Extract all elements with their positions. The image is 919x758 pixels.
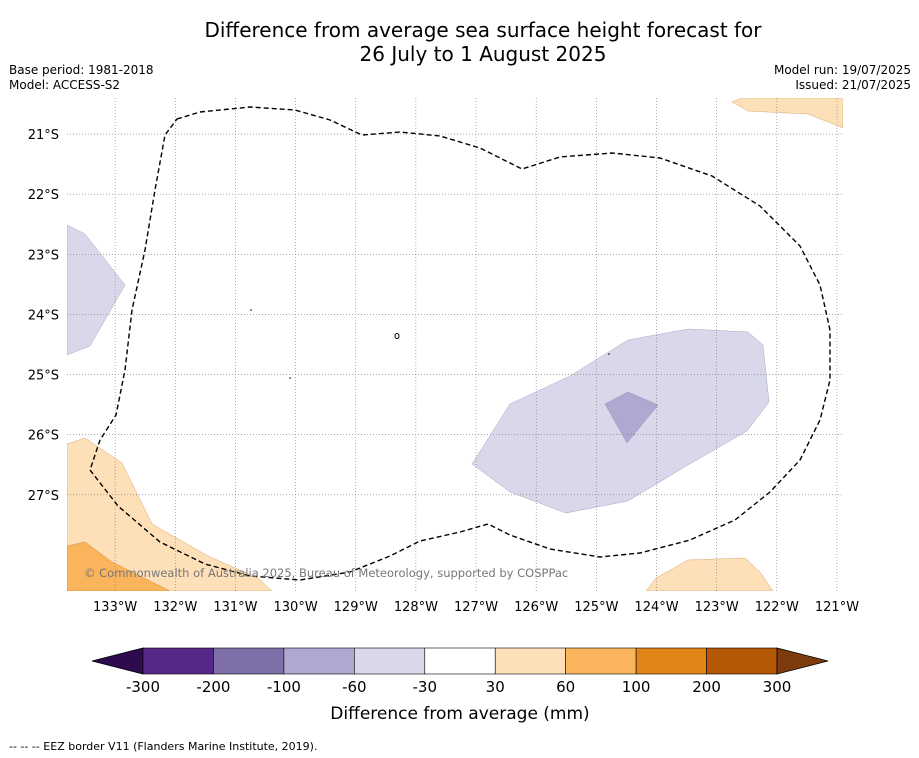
negative-anomaly-core (604, 391, 659, 444)
metadata-left: Base period: 1981-2018 Model: ACCESS-S2 (9, 63, 154, 93)
metadata-right: Model run: 19/07/2025 Issued: 21/07/2025 (774, 63, 911, 93)
eez-border (89, 106, 831, 581)
colorbar-segment (142, 647, 214, 675)
longitude-label: 127°W (454, 600, 498, 615)
longitude-label: 126°W (514, 600, 558, 615)
colorbar-tick-label: -200 (196, 678, 230, 696)
colorbar: -300 -200 -100 -60 -30 30 60 100 200 300 Differen… (91, 647, 829, 724)
longitude-label: 121°W (815, 600, 859, 615)
longitude-label: 130°W (274, 600, 318, 615)
colorbar-segment (354, 647, 426, 675)
island-marker (250, 309, 252, 311)
latitude-label: 24°S (28, 308, 59, 323)
anomaly-contours (67, 98, 843, 591)
latitude-labels: 21°S 22°S 23°S 24°S 25°S 26°S 27°S (28, 128, 59, 504)
latitude-label: 21°S (28, 128, 59, 143)
colorbar-tick-label: 200 (692, 678, 721, 696)
title-line-2: 26 July to 1 August 2025 (359, 42, 607, 66)
longitude-label: 131°W (213, 600, 257, 615)
colorbar-under-triangle (91, 647, 144, 675)
colorbar-segment (706, 647, 778, 675)
colorbar-segment (565, 647, 637, 675)
positive-anomaly-region-northeast (731, 98, 843, 129)
islands (250, 309, 610, 379)
map-title: Difference from average sea surface heig… (0, 18, 919, 66)
model-run-text: Model run: 19/07/2025 (773, 63, 911, 77)
island-marker (289, 377, 291, 379)
map-figure: © Commonwealth of Australia 2025, Bureau… (28, 98, 859, 724)
map-gridlines (67, 98, 843, 591)
colorbar-segment (213, 647, 285, 675)
longitude-label: 125°W (574, 600, 618, 615)
latitude-label: 23°S (28, 248, 59, 263)
latitude-label: 27°S (28, 489, 59, 504)
longitude-label: 123°W (695, 600, 739, 615)
island-marker (608, 353, 610, 355)
latitude-label: 22°S (28, 188, 59, 203)
longitude-label: 129°W (334, 600, 378, 615)
colorbar-segment (635, 647, 707, 675)
colorbar-over-triangle (776, 647, 829, 675)
colorbar-tick-label: -60 (342, 678, 367, 696)
title-line-1: Difference from average sea surface heig… (204, 18, 762, 42)
latitude-label: 26°S (28, 429, 59, 444)
colorbar-tick-label: -100 (267, 678, 301, 696)
longitude-labels: 133°W 132°W 131°W 130°W 129°W 128°W 127°W 126°W… (93, 600, 859, 615)
positive-anomaly-region-southwest (67, 437, 273, 591)
colorbar-tick-label: -300 (126, 678, 160, 696)
colorbar-tick-label: 30 (486, 678, 505, 696)
latitude-label: 25°S (28, 369, 59, 384)
model-text: Model: ACCESS-S2 (9, 78, 121, 92)
eez-footnote: -- -- -- EEZ border V11 (Flanders Marine… (9, 740, 318, 753)
colorbar-segment (283, 647, 355, 675)
longitude-label: 122°W (755, 600, 799, 615)
longitude-label: 128°W (394, 600, 438, 615)
island-marker (394, 333, 400, 339)
positive-anomaly-region-southeast (645, 557, 774, 591)
negative-anomaly-region-west (67, 224, 126, 356)
colorbar-tick-label: 100 (622, 678, 651, 696)
colorbar-tick-label: 300 (763, 678, 792, 696)
colorbar-tick-label: -30 (413, 678, 438, 696)
longitude-label: 124°W (634, 600, 678, 615)
colorbar-segment (494, 647, 566, 675)
longitude-label: 133°W (93, 600, 137, 615)
base-period-text: Base period: 1981-2018 (9, 63, 154, 77)
longitude-label: 132°W (153, 600, 197, 615)
issued-text: Issued: 21/07/2025 (795, 78, 911, 92)
colorbar-label: Difference from average (mm) (330, 704, 589, 724)
positive-anomaly-core-southwest (67, 541, 171, 591)
colorbar-segment (424, 647, 496, 675)
copyright-text: © Commonwealth of Australia 2025, Bureau… (84, 566, 568, 580)
colorbar-tick-label: 60 (556, 678, 575, 696)
